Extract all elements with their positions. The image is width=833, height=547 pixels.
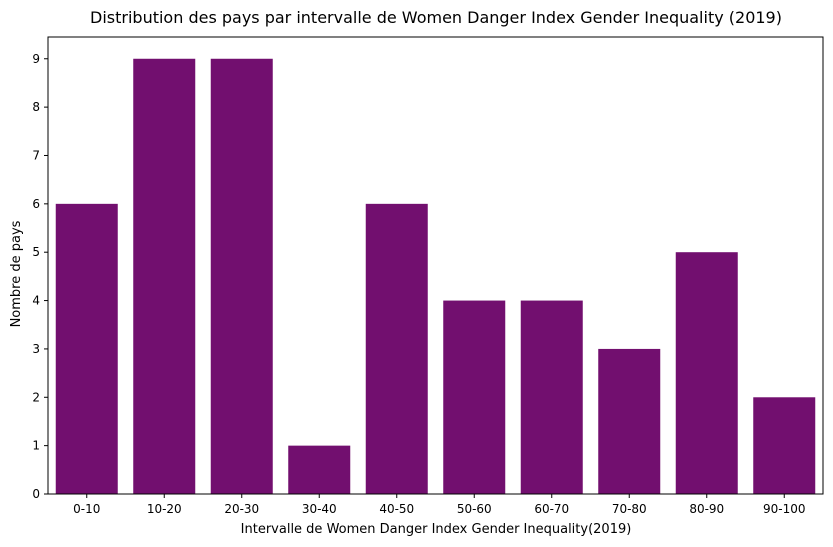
bar-80-90 xyxy=(675,252,738,494)
y-tick-label: 7 xyxy=(32,148,40,162)
x-tick-label: 50-60 xyxy=(457,502,492,516)
y-tick-label: 2 xyxy=(32,390,40,404)
y-tick-label: 3 xyxy=(32,342,40,356)
y-tick-label: 1 xyxy=(32,439,40,453)
x-axis-ticks: 0-10 10-20 20-30 30-40 40-50 50-60 60-70 70-80 8… xyxy=(73,494,806,516)
plot-frame xyxy=(47,36,824,495)
x-tick-label: 10-20 xyxy=(147,502,182,516)
bar-70-80 xyxy=(598,348,661,494)
x-tick-label: 90-100 xyxy=(763,502,806,516)
bar-90-100 xyxy=(753,397,816,494)
chart-title: Distribution des pays par intervalle de … xyxy=(90,8,782,27)
y-tick-label: 5 xyxy=(32,245,40,259)
bar-60-70 xyxy=(520,300,583,494)
y-tick-label: 4 xyxy=(32,294,40,308)
bar-40-50 xyxy=(365,203,428,495)
bar-0-10 xyxy=(55,203,118,495)
x-tick-label: 30-40 xyxy=(302,502,337,516)
bar-30-40 xyxy=(288,445,351,494)
bars-group xyxy=(55,58,816,495)
bar-10-20 xyxy=(133,58,196,495)
x-axis-label: Intervalle de Women Danger Index Gender … xyxy=(241,522,632,537)
x-tick-label: 70-80 xyxy=(612,502,647,516)
y-tick-label: 9 xyxy=(32,52,40,66)
x-tick-label: 60-70 xyxy=(534,502,569,516)
y-axis-ticks: 0 1 2 3 4 5 6 7 8 9 xyxy=(32,52,48,501)
y-tick-label: 6 xyxy=(32,197,40,211)
y-tick-label: 0 xyxy=(32,487,40,501)
y-tick-label: 8 xyxy=(32,100,40,114)
y-axis-label: Nombre de pays xyxy=(9,220,24,327)
x-tick-label: 40-50 xyxy=(379,502,414,516)
x-tick-label: 80-90 xyxy=(689,502,724,516)
bar-20-30 xyxy=(210,58,273,495)
x-tick-label: 0-10 xyxy=(73,502,100,516)
x-tick-label: 20-30 xyxy=(224,502,259,516)
bar-50-60 xyxy=(443,300,506,494)
